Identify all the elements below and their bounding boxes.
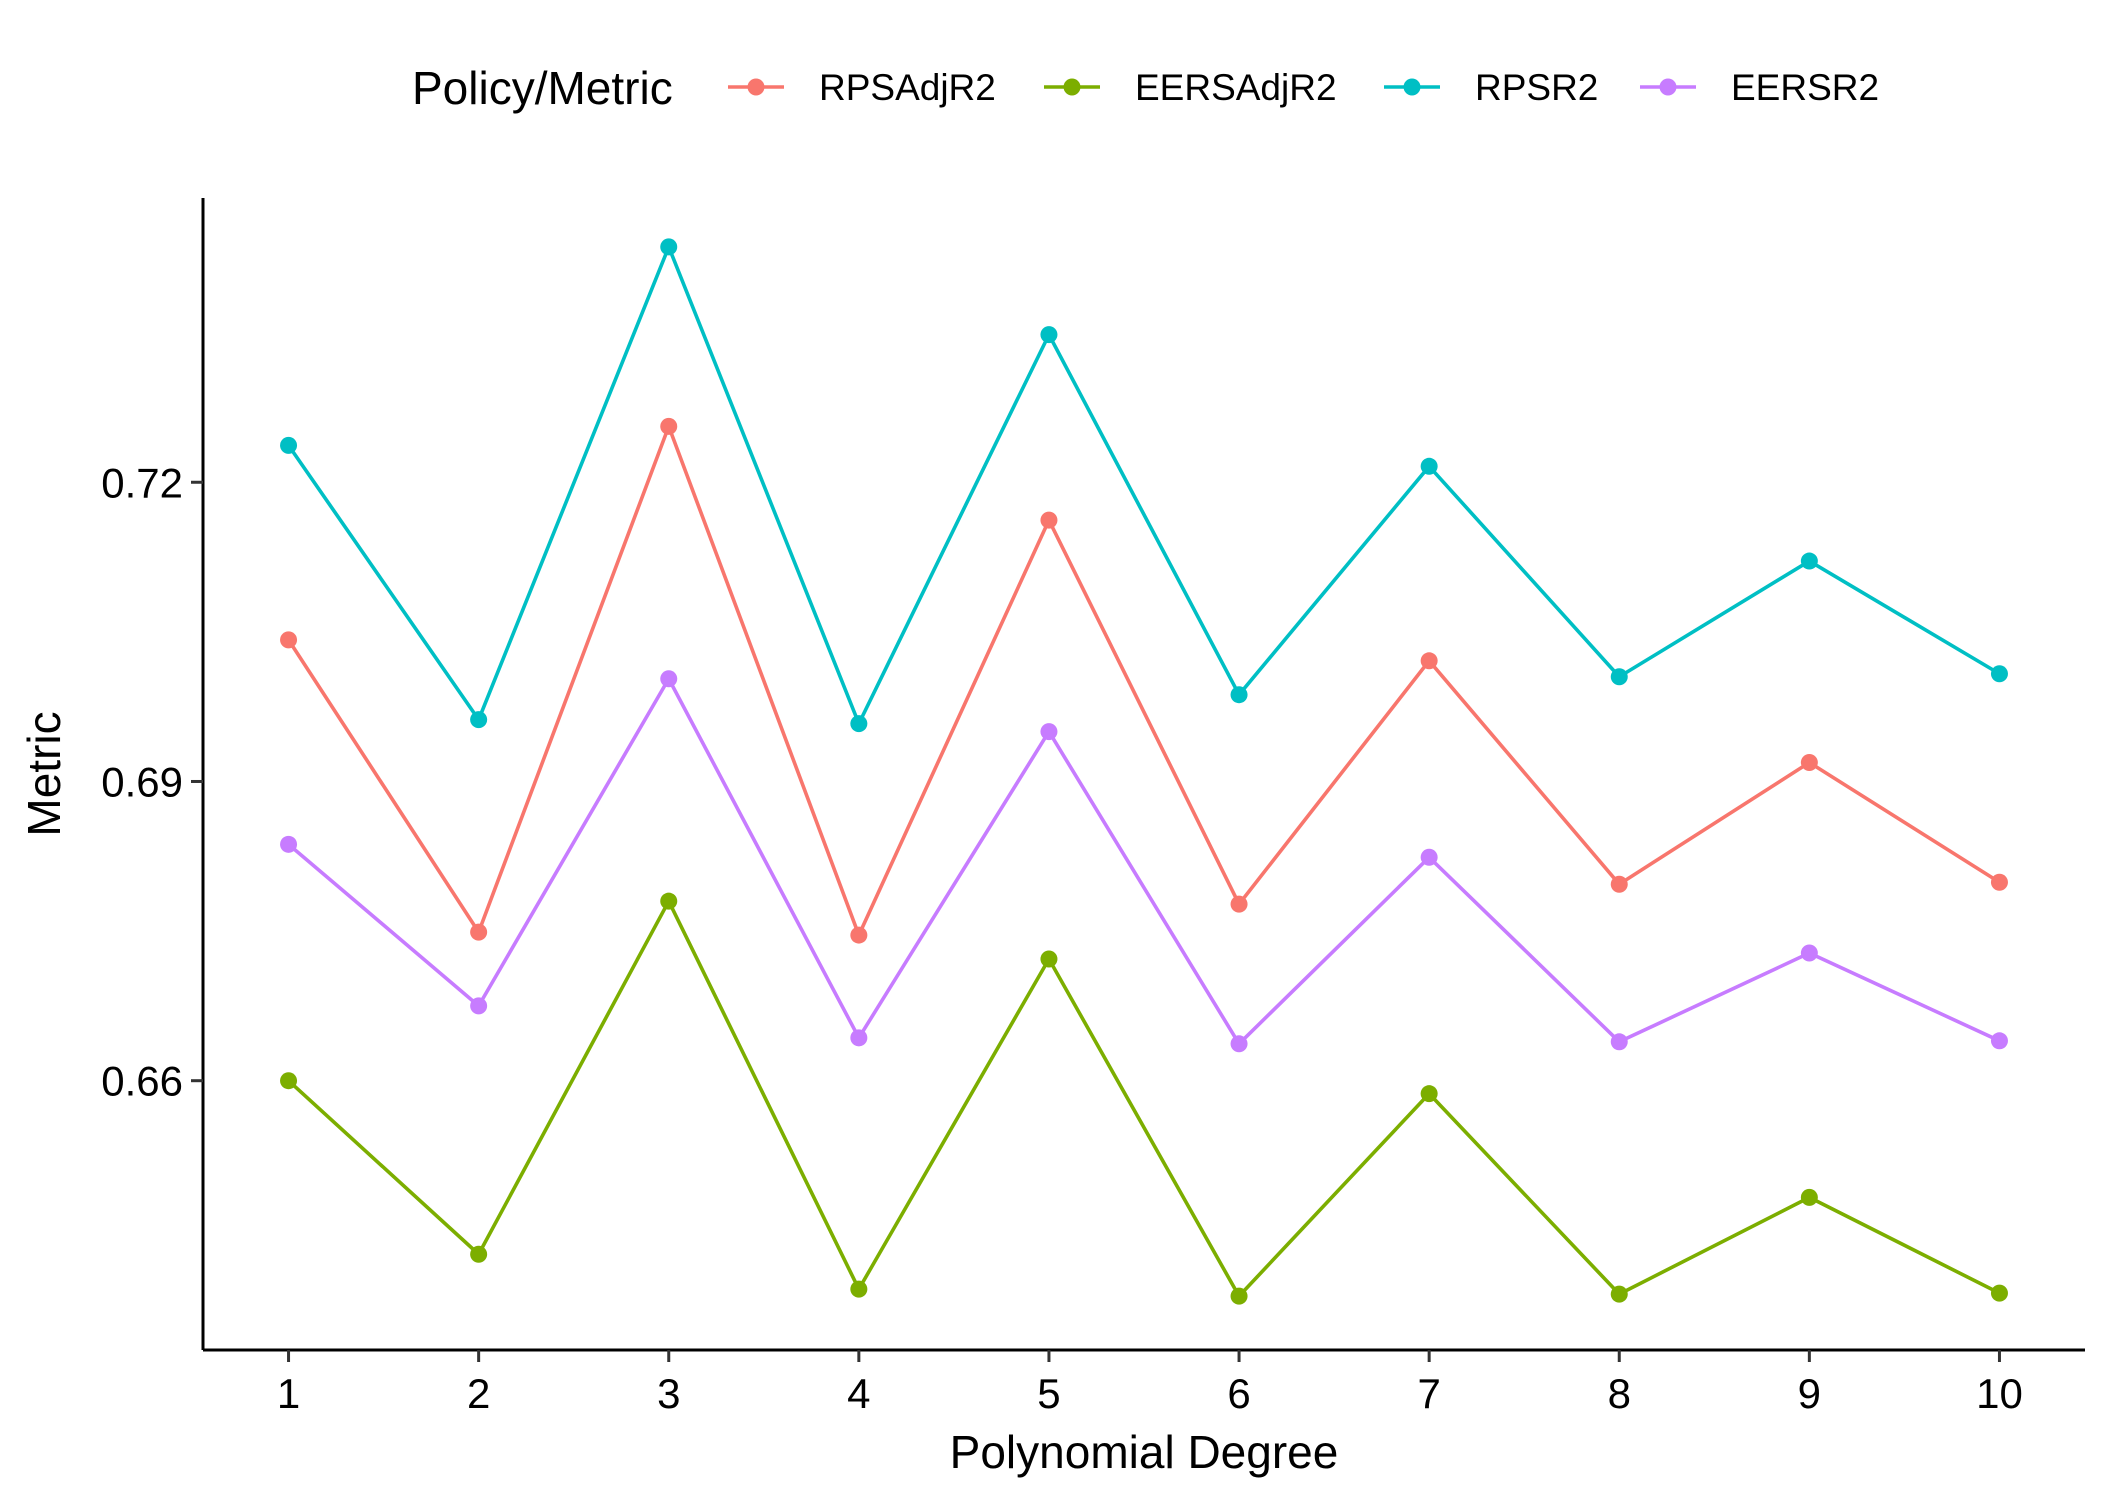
data-point-EERSAdjR2-2	[470, 1245, 488, 1263]
series-line-RPSAdjR2	[287, 424, 2001, 937]
data-point-RPSR2-7	[1420, 457, 1438, 475]
data-point-EERSR2-8	[1610, 1033, 1628, 1051]
legend-label: EERSAdjR2	[1135, 67, 1337, 108]
data-point-RPSAdjR2-6	[1230, 895, 1248, 913]
legend: Policy/Metric RPSAdjR2 EERSAdjR2 RPSR2 EERSR…	[412, 62, 1879, 114]
data-point-RPSR2-1	[280, 436, 298, 454]
x-tick-label: 10	[1976, 1370, 2023, 1417]
series-layer	[280, 238, 2008, 1305]
x-tick-label: 6	[1227, 1370, 1250, 1417]
data-point-EERSR2-9	[1800, 944, 1818, 962]
x-tick-label: 1	[277, 1370, 300, 1417]
data-point-EERSR2-1	[280, 835, 298, 853]
data-point-RPSR2-3	[660, 238, 678, 256]
legend-item-EERSR2: EERSR2	[1640, 67, 1879, 108]
data-point-EERSAdjR2-10	[1990, 1284, 2008, 1302]
x-tick-label: 9	[1798, 1370, 1821, 1417]
data-point-EERSR2-3	[660, 670, 678, 688]
legend-key-point	[1659, 78, 1677, 96]
series-RPSR2	[280, 238, 2008, 733]
legend-title: Policy/Metric	[412, 62, 673, 114]
data-point-EERSR2-5	[1040, 723, 1058, 741]
x-tick-label: 4	[847, 1370, 870, 1417]
series-EERSAdjR2	[280, 892, 2008, 1305]
legend-key-point	[747, 78, 765, 96]
data-point-RPSAdjR2-9	[1800, 754, 1818, 772]
data-point-RPSR2-4	[850, 715, 868, 733]
legend-key-point	[1403, 78, 1421, 96]
legend-item-RPSR2: RPSR2	[1384, 67, 1598, 108]
x-axis-title: Polynomial Degree	[950, 1426, 1339, 1478]
x-tick-label: 5	[1037, 1370, 1060, 1417]
data-point-EERSAdjR2-9	[1800, 1188, 1818, 1206]
data-point-RPSAdjR2-5	[1040, 511, 1058, 529]
y-tick-label: 0.69	[101, 758, 183, 805]
data-point-RPSR2-9	[1800, 552, 1818, 570]
data-point-EERSAdjR2-3	[660, 892, 678, 910]
y-axis-title: Metric	[18, 711, 70, 836]
legend-key-point	[1063, 78, 1081, 96]
x-tick-label: 7	[1417, 1370, 1440, 1417]
data-point-RPSAdjR2-2	[470, 923, 488, 941]
data-point-RPSAdjR2-10	[1990, 873, 2008, 891]
data-point-RPSR2-6	[1230, 686, 1248, 704]
data-point-RPSAdjR2-7	[1420, 652, 1438, 670]
data-point-EERSAdjR2-1	[280, 1072, 298, 1090]
data-point-RPSAdjR2-3	[660, 417, 678, 435]
axes: 0.66 0.69 0.72 1 2 3 4 5 6 7 8 9 10 Polynomial Degree…	[18, 198, 2085, 1478]
data-point-EERSAdjR2-6	[1230, 1287, 1248, 1305]
y-tick-label: 0.66	[101, 1058, 183, 1105]
data-point-EERSAdjR2-8	[1610, 1285, 1628, 1303]
x-tick-label: 8	[1608, 1370, 1631, 1417]
data-point-EERSAdjR2-7	[1420, 1085, 1438, 1103]
data-point-RPSAdjR2-1	[280, 631, 298, 649]
data-point-RPSR2-8	[1610, 668, 1628, 686]
x-tick-label: 2	[467, 1370, 490, 1417]
legend-label: RPSR2	[1475, 67, 1598, 108]
x-tick-label: 3	[657, 1370, 680, 1417]
legend-item-RPSAdjR2: RPSAdjR2	[728, 67, 996, 108]
y-tick-label: 0.72	[101, 459, 183, 506]
legend-label: RPSAdjR2	[819, 67, 996, 108]
data-point-EERSR2-6	[1230, 1035, 1248, 1053]
data-point-EERSR2-4	[850, 1029, 868, 1047]
data-point-EERSR2-7	[1420, 848, 1438, 866]
data-point-RPSAdjR2-4	[850, 926, 868, 944]
data-point-EERSAdjR2-4	[850, 1280, 868, 1298]
series-line-RPSR2	[287, 245, 2001, 726]
data-point-RPSR2-10	[1990, 665, 2008, 683]
data-point-EERSR2-2	[470, 997, 488, 1015]
legend-item-EERSAdjR2: EERSAdjR2	[1044, 67, 1337, 108]
data-point-RPSAdjR2-8	[1610, 875, 1628, 893]
data-point-EERSR2-10	[1990, 1032, 2008, 1050]
series-line-EERSAdjR2	[287, 899, 2001, 1298]
series-RPSAdjR2	[280, 417, 2008, 944]
data-point-EERSAdjR2-5	[1040, 950, 1058, 968]
data-point-RPSR2-2	[470, 711, 488, 729]
series-EERSR2	[280, 670, 2008, 1053]
data-point-RPSR2-5	[1040, 326, 1058, 344]
series-line-EERSR2	[287, 676, 2001, 1046]
legend-label: EERSR2	[1731, 67, 1879, 108]
